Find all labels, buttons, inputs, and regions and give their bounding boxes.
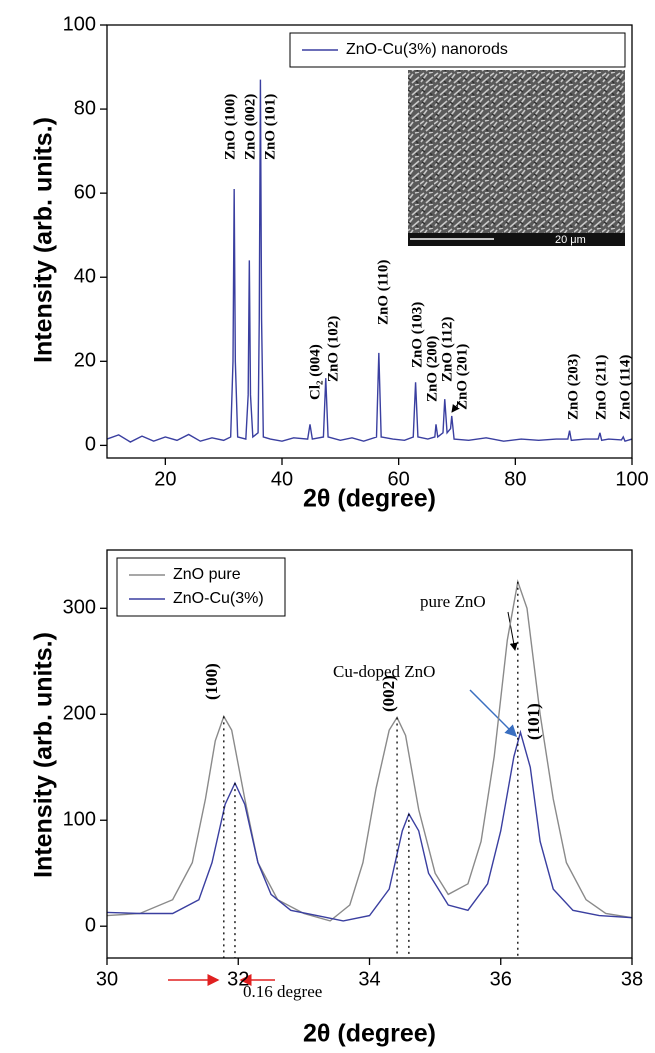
y-tick-label: 0 — [85, 434, 96, 456]
annotation: ZnO (201) — [454, 344, 470, 410]
annotation: pure ZnO — [420, 592, 486, 611]
x-tick-label: 30 — [96, 968, 118, 990]
annotation: (002) — [379, 675, 398, 712]
x-axis-label: 2θ (degree) — [303, 1020, 436, 1048]
annotation: ZnO (203) — [565, 354, 581, 420]
data-line — [106, 79, 633, 443]
x-axis-label: 2θ (degree) — [303, 485, 436, 513]
annotation: (101) — [524, 703, 543, 740]
annotation: ZnO (002) — [242, 94, 258, 160]
y-tick-label: 40 — [74, 266, 96, 288]
x-tick-label: 34 — [358, 968, 380, 990]
annotation: ZnO (101) — [262, 94, 278, 160]
y-axis-label: Intensity (arb. units.) — [30, 632, 58, 878]
annotation: ZnO (100) — [222, 94, 238, 160]
legend-label: ZnO-Cu(3%) nanorods — [346, 41, 508, 58]
y-tick-label: 100 — [63, 13, 96, 35]
x-tick-label: 100 — [615, 468, 648, 490]
annotation: ZnO (112) — [439, 317, 455, 382]
y-tick-label: 80 — [74, 97, 96, 119]
annotation: 0.16 degree — [243, 982, 322, 1001]
x-tick-label: 20 — [154, 468, 176, 490]
y-tick-label: 200 — [63, 703, 96, 725]
y-tick-label: 0 — [85, 914, 96, 936]
annotation: ZnO (211) — [593, 355, 609, 420]
legend-label: ZnO pure — [173, 566, 241, 583]
legend-box — [289, 32, 626, 68]
annotation: ZnO (102) — [325, 316, 341, 382]
annotation: ZnO (200) — [424, 336, 440, 402]
x-tick-label: 40 — [271, 468, 293, 490]
scale-label: 20 μm — [555, 234, 586, 246]
annotation: (100) — [202, 663, 221, 700]
arrow — [469, 689, 518, 738]
legend-label: ZnO-Cu(3%) — [173, 590, 264, 607]
y-tick-label: 100 — [63, 809, 96, 831]
scale-strip — [408, 233, 625, 246]
annotation: Cu-doped ZnO — [333, 662, 435, 681]
annotation: Cl₂ (004) — [307, 344, 323, 400]
annotation: ZnO (110) — [375, 260, 391, 325]
y-axis-label: Intensity (arb. units.) — [30, 117, 58, 363]
x-tick-label: 38 — [621, 968, 643, 990]
y-tick-label: 60 — [74, 181, 96, 203]
arrow — [451, 400, 461, 413]
data-line — [106, 729, 633, 922]
annotation: ZnO (103) — [409, 302, 425, 368]
y-tick-label: 20 — [74, 350, 96, 372]
x-tick-label: 36 — [490, 968, 512, 990]
data-line — [106, 579, 633, 922]
sem-inset — [408, 70, 625, 246]
plot-frame — [106, 24, 633, 459]
arrow — [507, 611, 518, 651]
x-tick-label: 32 — [227, 968, 249, 990]
x-tick-label: 60 — [388, 468, 410, 490]
x-tick-label: 80 — [504, 468, 526, 490]
y-tick-label: 300 — [63, 597, 96, 619]
annotation: ZnO (114) — [617, 355, 633, 420]
legend-box — [116, 557, 286, 617]
